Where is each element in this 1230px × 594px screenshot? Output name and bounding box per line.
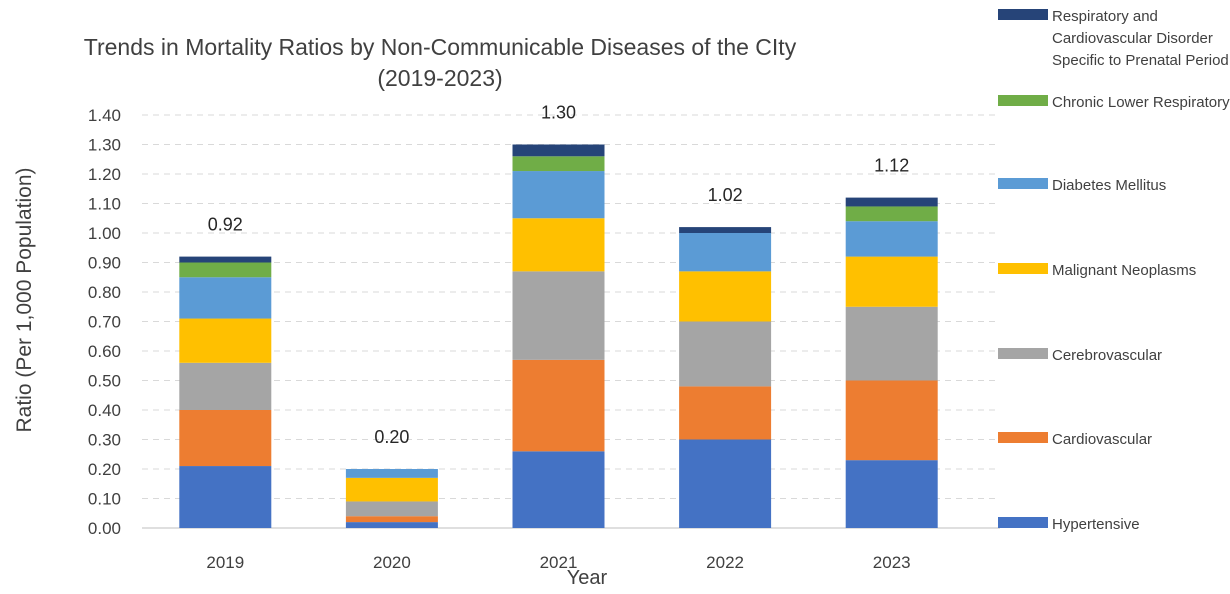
x-tick-label: 2020 (373, 553, 411, 572)
total-data-label: 1.12 (874, 156, 909, 176)
y-tick-label: 0.20 (88, 460, 121, 479)
legend-swatch (998, 9, 1048, 20)
y-tick-label: 0.90 (88, 254, 121, 273)
bar-segment (512, 359, 605, 452)
legend-label: Diabetes Mellitus (1052, 177, 1167, 194)
legend-label: Malignant Neoplasms (1052, 262, 1197, 279)
bar-segment (345, 469, 438, 478)
chart-title: Trends in Mortality Ratios by Non-Commun… (70, 32, 810, 94)
bar-segment (512, 144, 605, 157)
bar-segment (179, 256, 272, 263)
bar-segment (512, 451, 605, 528)
y-tick-label: 0.30 (88, 431, 121, 450)
x-axis-title: Year (566, 567, 608, 589)
bar-segment (345, 477, 438, 502)
legend-item: Cerebrovascular (998, 345, 1230, 367)
legend-item: Chronic Lower Respiratory (998, 92, 1230, 114)
bar-segment (845, 197, 938, 207)
bar-segment (679, 233, 772, 272)
legend-label: Respiratory and Cardiovascular Disorder … (1052, 8, 1229, 69)
legend-label: Cerebrovascular (1052, 347, 1163, 364)
legend-swatch (998, 348, 1048, 359)
x-tick-label: 2019 (206, 553, 244, 572)
x-tick-label: 2023 (873, 553, 911, 572)
total-data-label: 0.92 (208, 215, 243, 235)
y-tick-label: 0.70 (88, 313, 121, 332)
bar-segment (512, 156, 605, 172)
legend-swatch (998, 95, 1048, 106)
bar-segment (845, 306, 938, 381)
legend-item: Malignant Neoplasms (998, 260, 1230, 282)
bar-segment (845, 206, 938, 222)
bar-segment (179, 362, 272, 410)
bar-segment (679, 271, 772, 322)
y-tick-label: 1.40 (88, 106, 121, 125)
y-tick-label: 1.20 (88, 165, 121, 184)
bar-segment (179, 262, 272, 278)
legend-swatch (998, 178, 1048, 189)
total-data-label: 0.20 (374, 427, 409, 447)
y-tick-label: 1.30 (88, 136, 121, 155)
bar-segment (345, 501, 438, 517)
bar-segment (679, 227, 772, 233)
y-tick-label: 1.00 (88, 224, 121, 243)
x-tick-label: 2021 (540, 553, 578, 572)
bar-segment (179, 318, 272, 363)
bar-segment (345, 516, 438, 523)
bar-segment (679, 321, 772, 387)
total-data-label: 1.30 (541, 103, 576, 123)
legend-item: Hypertensive (998, 514, 1230, 536)
chart-subtitle-text: (2019-2023) (377, 65, 503, 91)
legend-item: Cardiovascular (998, 429, 1230, 451)
x-tick-label: 2022 (706, 553, 744, 572)
bar-segment (179, 466, 272, 528)
bar-segment (179, 410, 272, 467)
legend-item: Respiratory and Cardiovascular Disorder … (998, 6, 1230, 72)
bar-segment (679, 386, 772, 440)
bar-segment (512, 171, 605, 219)
bar-segment (845, 221, 938, 257)
bar-segment (845, 256, 938, 307)
bar-segment (845, 460, 938, 528)
y-tick-label: 1.10 (88, 195, 121, 214)
legend-swatch (998, 517, 1048, 528)
legend-swatch (998, 263, 1048, 274)
bar-segment (345, 522, 438, 528)
bar-segment (512, 271, 605, 360)
bar-segment (679, 439, 772, 528)
legend-label: Chronic Lower Respiratory (1052, 94, 1230, 111)
bar-segment (512, 218, 605, 272)
y-tick-label: 0.10 (88, 490, 121, 509)
legend-item: Diabetes Mellitus (998, 175, 1230, 197)
y-tick-label: 0.80 (88, 283, 121, 302)
y-tick-label: 0.40 (88, 401, 121, 420)
bar-segment (179, 277, 272, 319)
total-data-label: 1.02 (708, 185, 743, 205)
y-axis-title: Ratio (Per 1,000 Population) (13, 167, 36, 433)
legend-label: Hypertensive (1052, 516, 1140, 533)
y-tick-label: 0.00 (88, 519, 121, 538)
legend-label: Cardiovascular (1052, 431, 1153, 448)
chart-title-text: Trends in Mortality Ratios by Non-Commun… (83, 34, 797, 60)
legend-swatch (998, 432, 1048, 443)
y-tick-label: 0.60 (88, 342, 121, 361)
y-tick-label: 0.50 (88, 372, 121, 391)
bar-segment (845, 380, 938, 461)
